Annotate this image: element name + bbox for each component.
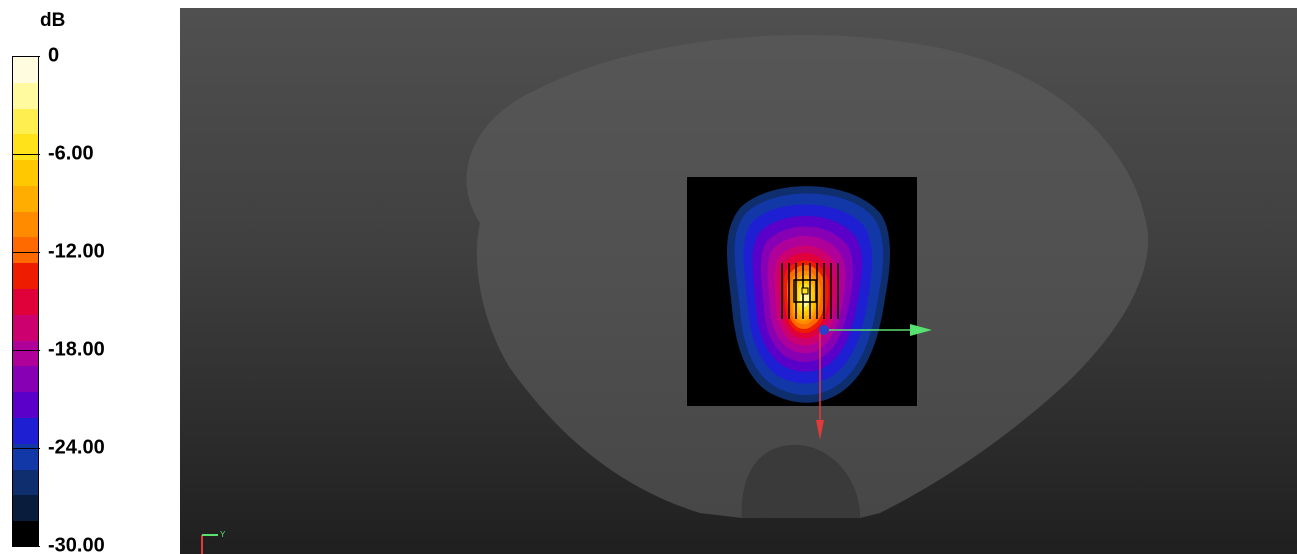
legend-swatch — [13, 82, 38, 109]
feed-point — [801, 287, 809, 295]
antenna-array — [781, 263, 839, 319]
legend-tick-label: -6.00 — [48, 142, 94, 165]
color-legend: dB 0 -6.00 -12.00 -18.00 -24.00 -30.00 — [0, 0, 180, 554]
3d-viewport[interactable]: Y — [180, 8, 1297, 554]
legend-swatch — [13, 237, 38, 264]
legend-swatch — [13, 160, 38, 186]
legend-tick-line — [12, 448, 40, 449]
legend-unit-label: dB — [40, 10, 66, 31]
legend-swatch — [13, 57, 38, 83]
legend-swatch — [13, 366, 38, 393]
legend-tick-line — [12, 546, 40, 547]
scene-canvas: Y — [201, 35, 1149, 554]
legend-swatch — [13, 495, 38, 522]
gizmo-y-label: Y — [220, 530, 226, 539]
legend-swatch — [13, 108, 38, 135]
legend-swatch — [13, 314, 38, 341]
legend-tick-label: 0 — [48, 44, 60, 67]
legend-tick-line — [12, 252, 40, 253]
legend-swatch — [13, 289, 38, 315]
axis-origin — [819, 325, 829, 335]
legend-swatch — [13, 417, 38, 444]
y-axis-arrow — [910, 324, 932, 336]
coordinate-axes — [816, 324, 932, 440]
legend-tick-line — [12, 350, 40, 351]
legend-swatch — [13, 469, 38, 496]
legend-swatch — [13, 211, 38, 238]
legend-tick-label: -12.00 — [48, 240, 105, 263]
legend-tick-label: -24.00 — [48, 436, 105, 459]
legend-swatch — [13, 185, 38, 212]
legend-swatch — [13, 263, 38, 290]
x-axis-arrow — [816, 420, 824, 440]
feed-box — [793, 279, 817, 303]
legend-swatch — [13, 134, 38, 161]
legend-swatch — [13, 340, 38, 367]
legend-tick-label: -18.00 — [48, 338, 105, 361]
legend-swatch — [13, 392, 38, 418]
legend-tick-line — [12, 154, 40, 155]
legend-tick-line — [12, 56, 40, 57]
legend-tick-label: -30.00 — [48, 534, 105, 554]
phantom-notch — [741, 445, 860, 518]
orientation-gizmo: Y — [201, 530, 226, 554]
legend-swatch — [13, 521, 38, 545]
legend-color-bar — [12, 56, 39, 546]
